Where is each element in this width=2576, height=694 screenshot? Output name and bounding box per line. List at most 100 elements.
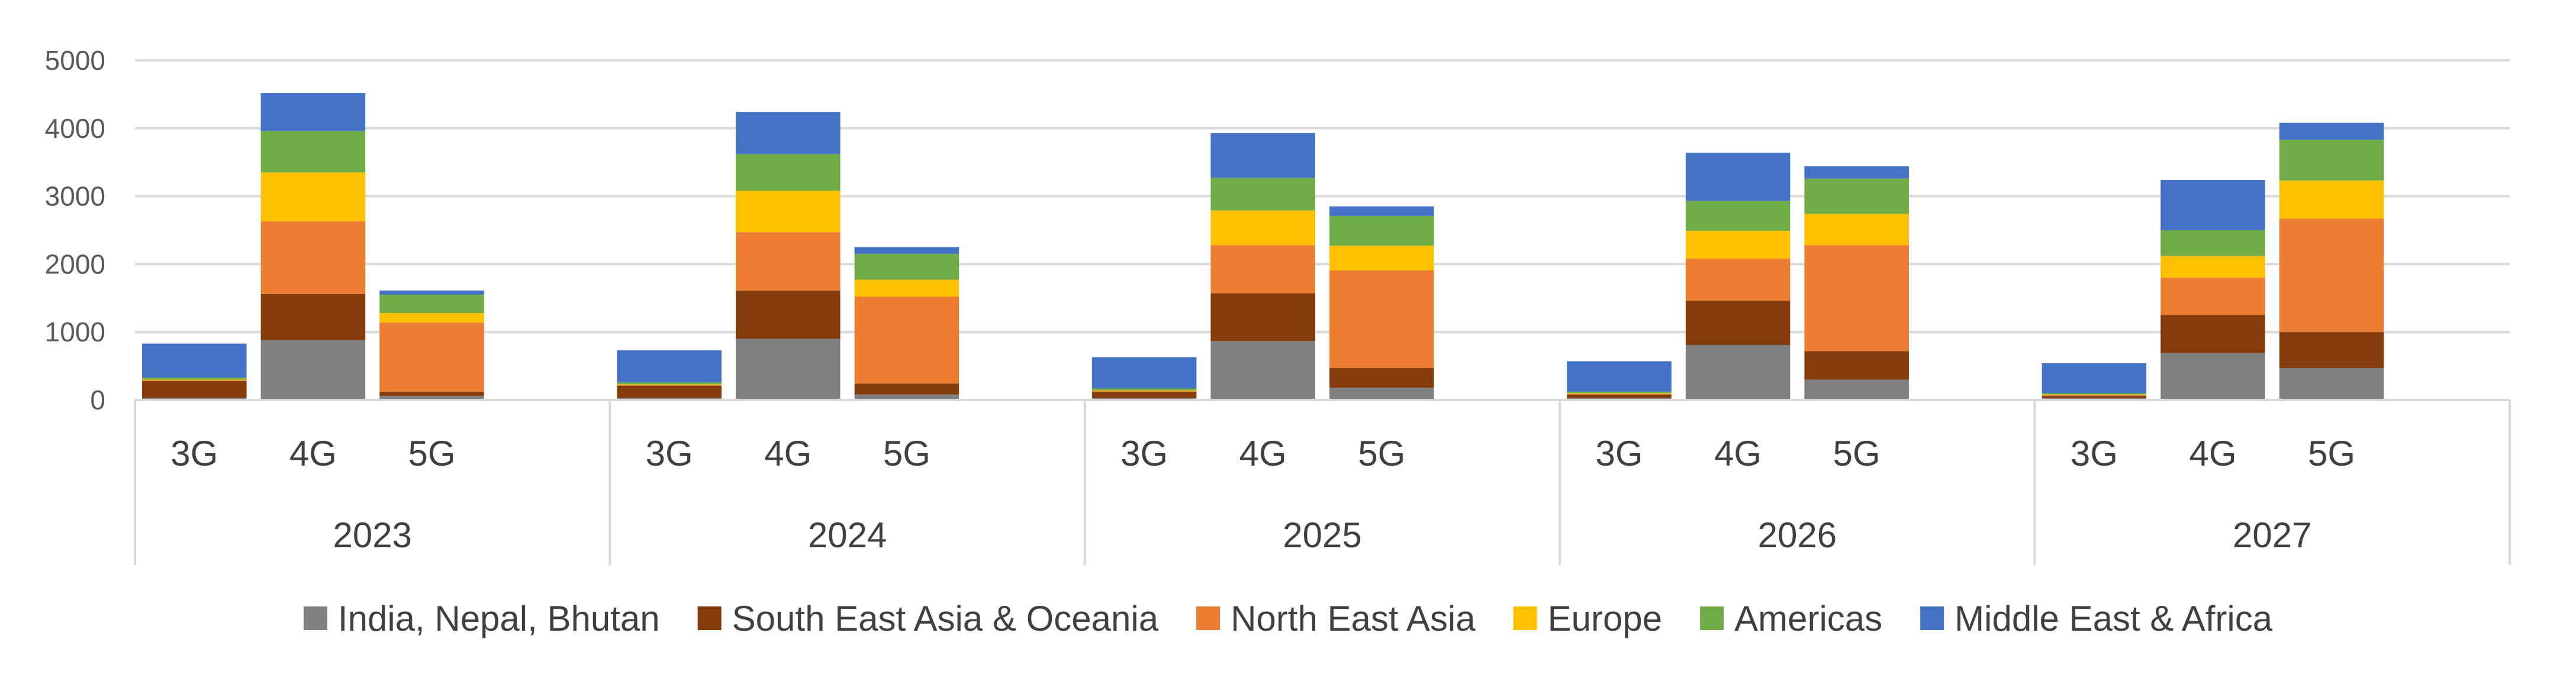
- bar-segment: [2279, 368, 2384, 400]
- y-axis: 0 1000 2000 3000 4000 5000: [45, 45, 105, 415]
- x-group-label: 2026: [1758, 515, 1837, 555]
- bar-segment: [854, 383, 959, 395]
- bar-segment: [2279, 122, 2384, 140]
- bar-segment: [1210, 177, 1315, 211]
- bar-segment: [617, 385, 722, 398]
- bar-segment: [379, 322, 484, 392]
- legend-label: North East Asia: [1231, 599, 1476, 638]
- bar-segment: [2160, 230, 2265, 256]
- bar-segment: [2042, 396, 2147, 398]
- legend-swatch: [1920, 606, 1944, 630]
- bar-segment: [854, 279, 959, 297]
- bar-segment: [1567, 361, 1672, 392]
- bar-segment: [2160, 315, 2265, 353]
- x-subcategory-label: 3G: [2071, 434, 2118, 473]
- bar-segment: [1804, 214, 1909, 246]
- x-subcategory-label: 4G: [2189, 434, 2236, 473]
- bar-segment: [736, 112, 841, 154]
- bar-segment: [260, 93, 366, 131]
- legend-swatch: [1196, 606, 1221, 630]
- bar-segment: [260, 221, 366, 294]
- bar-segment: [1091, 388, 1197, 390]
- bar-segment: [617, 382, 722, 385]
- legend-label: Middle East & Africa: [1954, 599, 2273, 638]
- bar-segment: [1804, 351, 1909, 380]
- bar-segment: [260, 131, 366, 173]
- bar-segment: [142, 380, 247, 381]
- x-subcategory-label: 5G: [1833, 434, 1881, 473]
- x-subcategory-label: 4G: [1239, 434, 1287, 473]
- bar-segment: [1685, 201, 1791, 231]
- bar-segment: [2160, 180, 2265, 230]
- legend-item: North East Asia: [1196, 599, 1476, 638]
- bar-segment: [379, 396, 484, 400]
- x-group-label: 2023: [333, 515, 411, 555]
- bar-segment: [1329, 246, 1434, 270]
- x-subcategory-label: 3G: [1120, 434, 1168, 473]
- legend-label: Americas: [1734, 599, 1882, 638]
- gridlines: [135, 59, 2510, 401]
- bar-segment: [1329, 388, 1434, 400]
- x-subcategory-label: 5G: [883, 434, 930, 473]
- y-tick-label: 0: [90, 385, 105, 415]
- bar-segment: [2279, 180, 2384, 219]
- bar-segment: [1804, 178, 1909, 214]
- legend-swatch: [1700, 606, 1724, 630]
- bar-segment: [1091, 392, 1197, 398]
- bar-segment: [854, 247, 959, 254]
- bar-segment: [736, 232, 841, 291]
- bar-segment: [1685, 301, 1791, 346]
- bar-segment: [736, 338, 841, 400]
- bar-segment: [379, 392, 484, 396]
- bar-segment: [260, 340, 366, 400]
- bar-segment: [854, 254, 959, 280]
- bar-segment: [617, 350, 722, 383]
- bar-segment: [1329, 206, 1434, 216]
- bar-segment: [2042, 393, 2147, 395]
- legend-item: India, Nepal, Bhutan: [303, 599, 660, 638]
- x-subcategory-label: 4G: [289, 434, 337, 473]
- legend-item: Middle East & Africa: [1920, 599, 2273, 638]
- x-group-label: 2025: [1283, 515, 1361, 555]
- y-tick-label: 5000: [45, 45, 105, 76]
- bar-segment: [2279, 332, 2384, 369]
- y-tick-label: 3000: [45, 181, 105, 212]
- bar-segment: [1210, 133, 1315, 178]
- bar-segment: [2042, 363, 2147, 393]
- y-tick-label: 2000: [45, 248, 105, 279]
- x-subcategory-label: 4G: [764, 434, 812, 473]
- bar-segment: [1804, 245, 1909, 351]
- legend-swatch: [1513, 606, 1537, 630]
- x-subcategory-label: 5G: [1358, 434, 1405, 473]
- bar-segment: [1329, 368, 1434, 388]
- legend-item: South East Asia & Oceania: [697, 599, 1159, 638]
- bar-segment: [1567, 394, 1672, 398]
- bar-segment: [1091, 357, 1197, 389]
- bar-segment: [1685, 259, 1791, 301]
- bar-segment: [1210, 293, 1315, 341]
- legend-swatch: [697, 606, 722, 630]
- bar-segment: [2160, 353, 2265, 400]
- x-subcategory-label: 3G: [170, 434, 218, 473]
- x-subcategory-label: 3G: [646, 434, 693, 473]
- bar-segment: [617, 385, 722, 386]
- legend: India, Nepal, Bhutan South East Asia & Oc…: [303, 599, 2273, 638]
- x-group-label: 2024: [808, 515, 887, 555]
- legend-label: Europe: [1548, 599, 1662, 638]
- bar-segment: [1804, 166, 1909, 179]
- bar-segment: [1210, 341, 1315, 400]
- bar-segment: [1091, 390, 1197, 392]
- bar-segment: [142, 343, 247, 378]
- bar-segment: [736, 154, 841, 191]
- y-tick-label: 1000: [45, 317, 105, 347]
- bar-segment: [379, 295, 484, 314]
- bar-segment: [260, 293, 366, 340]
- bar-segment: [1329, 270, 1434, 369]
- x-subcategory-label: 5G: [2308, 434, 2355, 473]
- bar-segment: [736, 290, 841, 339]
- legend-swatch: [303, 606, 327, 630]
- y-tick-label: 4000: [45, 113, 105, 144]
- bar-segment: [2279, 218, 2384, 333]
- bar-segment: [1329, 215, 1434, 246]
